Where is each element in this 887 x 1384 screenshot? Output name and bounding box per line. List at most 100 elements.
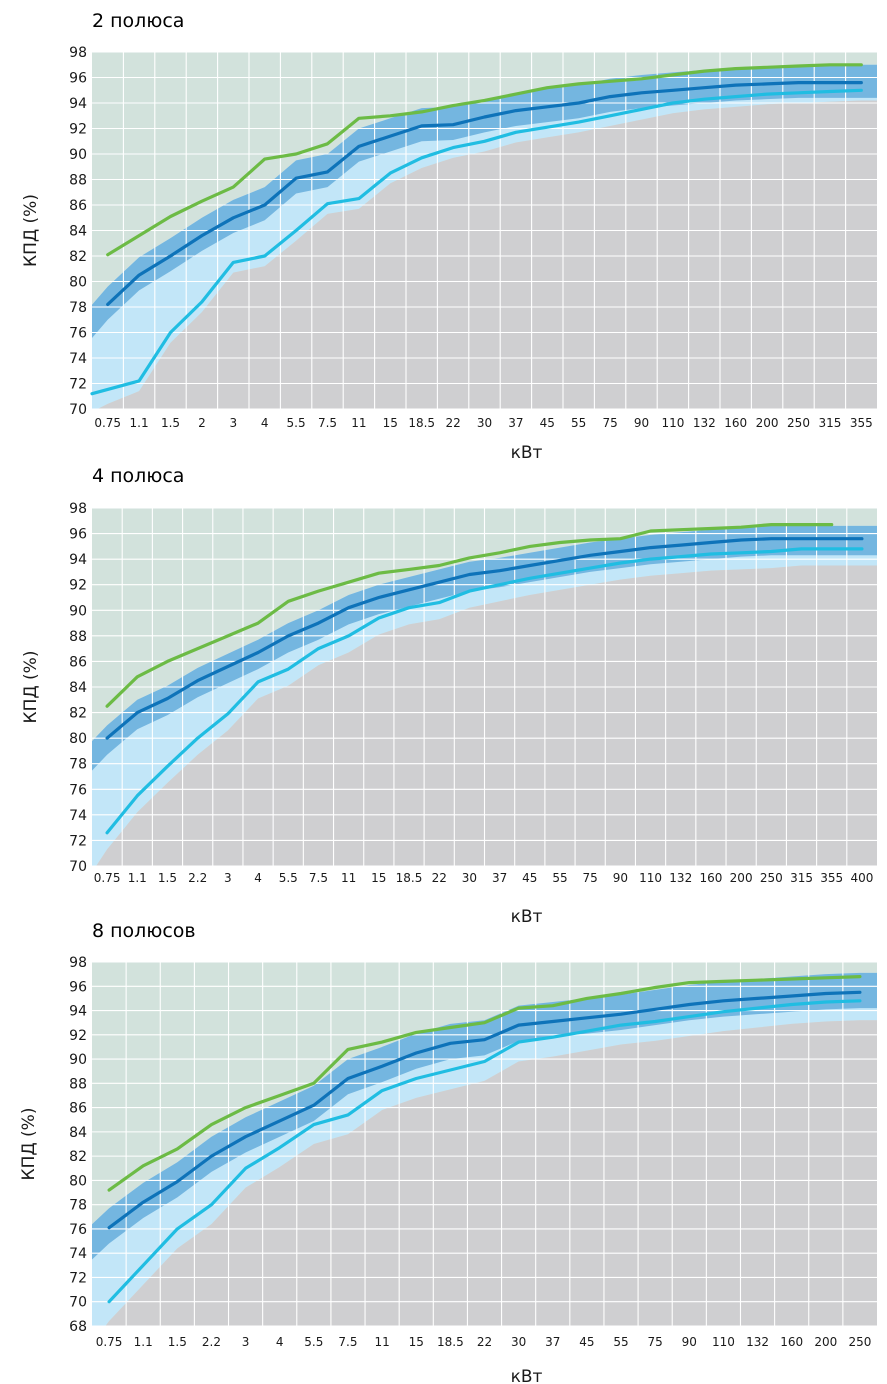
y-tick-label: 92 [69,578,87,594]
series-line-low [107,999,862,1304]
y-tick-label: 88 [69,1076,87,1092]
y-tick-label: 70 [69,859,87,875]
y-tick-label: 84 [69,224,87,240]
x-axis-label: кВт [511,907,543,927]
x-tick-label: 200 [814,1335,837,1349]
lower-zone [97,100,877,409]
x-tick-label: 15 [383,416,398,430]
series-line-top [105,522,834,708]
y-tick-label: 96 [69,71,87,87]
y-axis-label: КПД (%) [21,194,41,267]
y-tick-label: 72 [69,377,87,393]
x-tick-label: 0.75 [96,1335,123,1349]
x-tick-label: 75 [583,871,598,885]
chart-title: 4 полюса [92,465,184,487]
y-tick-label: 86 [69,654,87,670]
x-tick-label: 22 [445,416,460,430]
y-tick-label: 94 [69,1004,87,1020]
y-tick-label: 76 [69,782,87,798]
y-tick-label: 74 [69,808,87,824]
x-tick-label: 90 [682,1335,697,1349]
x-tick-label: 355 [850,416,873,430]
y-tick-label: 82 [69,1149,87,1165]
y-tick-label: 96 [69,979,87,995]
y-tick-label: 98 [69,501,87,517]
x-tick-label: 1.5 [161,416,180,430]
y-tick-label: 94 [69,96,87,112]
x-tick-label: 1.1 [128,871,147,885]
series-line-mid [107,990,862,1230]
x-tick-label: 200 [730,871,753,885]
series-line-top [107,974,862,1192]
x-tick-label: 30 [511,1335,526,1349]
x-tick-label: 1.1 [134,1335,153,1349]
series-line-mid [106,80,863,306]
y-tick-label: 70 [69,1295,87,1311]
y-tick-label: 88 [69,629,87,645]
grid [92,962,877,1326]
x-tick-label: 1.5 [168,1335,187,1349]
efficiency-band-dark [92,972,877,1260]
y-tick-label: 76 [69,326,87,342]
x-tick-label: 2.2 [202,1335,221,1349]
x-tick-label: 355 [820,871,843,885]
x-tick-label: 132 [746,1335,769,1349]
x-tick-label: 15 [371,871,386,885]
x-tick-label: 110 [639,871,662,885]
x-tick-label: 250 [848,1335,871,1349]
grid [92,52,877,409]
y-tick-label: 96 [69,527,87,543]
x-tick-label: 37 [508,416,523,430]
x-tick-label: 315 [818,416,841,430]
y-tick-label: 84 [69,1125,87,1141]
x-tick-label: 11 [351,416,366,430]
x-tick-label: 160 [724,416,747,430]
x-tick-label: 110 [661,416,684,430]
x-tick-label: 200 [756,416,779,430]
x-tick-label: 45 [540,416,555,430]
x-tick-label: 132 [669,871,692,885]
y-tick-label: 88 [69,173,87,189]
y-tick-label: 78 [69,300,87,316]
x-tick-label: 400 [850,871,873,885]
y-tick-label: 72 [69,833,87,849]
x-tick-label: 7.5 [338,1335,357,1349]
y-tick-label: 82 [69,249,87,265]
y-tick-label: 90 [69,147,87,163]
plot-area [92,52,877,409]
series-line-low [105,547,864,835]
y-tick-label: 92 [69,1028,87,1044]
y-tick-label: 80 [69,731,87,747]
grid [92,508,877,866]
x-tick-label: 30 [462,871,477,885]
x-tick-label: 5.5 [287,416,306,430]
y-tick-label: 86 [69,198,87,214]
x-tick-label: 55 [552,871,567,885]
chart-8-poles: 8 полюсов 68 70 72 74 76 78 80 82 84 86 88 90 92 94 96 9… [19,920,877,1384]
x-tick-label: 37 [492,871,507,885]
y-tick-label: 68 [69,1319,87,1335]
x-tick-label: 30 [477,416,492,430]
x-tick-label: 18.5 [396,871,423,885]
series-line-mid [105,537,864,740]
y-tick-label: 86 [69,1101,87,1117]
x-tick-label: 4 [261,416,269,430]
lower-zone [105,1020,877,1326]
plot-area [92,962,877,1326]
x-tick-label: 160 [699,871,722,885]
chart-4-poles: 4 полюса 70 72 74 76 78 80 82 84 86 88 90 92 94 96 98 0.… [21,465,877,927]
x-tick-label: 2.2 [188,871,207,885]
x-tick-label: 7.5 [318,416,337,430]
x-tick-label: 0.75 [94,871,121,885]
y-tick-label: 78 [69,757,87,773]
chart-title: 2 полюса [92,10,184,32]
series-line-top [106,63,863,257]
x-tick-label: 7.5 [309,871,328,885]
y-tick-label: 70 [69,402,87,418]
x-tick-label: 55 [571,416,586,430]
series-line-low [90,88,863,396]
x-tick-label: 1.5 [158,871,177,885]
x-tick-label: 132 [693,416,716,430]
x-tick-label: 75 [648,1335,663,1349]
